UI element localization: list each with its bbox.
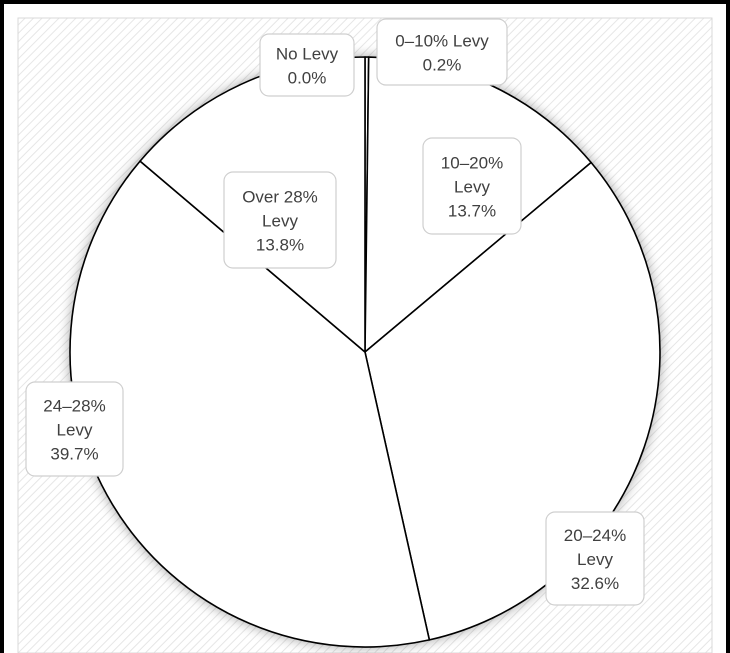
data-label-box (376, 18, 508, 86)
data-label-category: Levy (577, 550, 613, 569)
data-label-category: 20–24% (564, 526, 626, 545)
data-label-0-10-levy: 0–10% Levy 0.2% (376, 18, 508, 86)
data-label-percent: 13.8% (256, 236, 304, 255)
data-label-box (545, 511, 645, 606)
data-label-box (223, 171, 337, 269)
pie-labels: No Levy 0.0% 0–10% Levy 0.2% 10–20% Levy 13.7%… (25, 18, 645, 606)
data-label-category: Levy (454, 178, 490, 197)
data-label-percent: 13.7% (448, 202, 496, 221)
data-label-category: Levy (262, 212, 298, 231)
data-label-24-28-levy: 24–28% Levy 39.7% (25, 381, 124, 477)
slice-24-28-levy (69, 160, 431, 648)
data-label-box (422, 137, 522, 235)
data-label-percent: 39.7% (50, 445, 98, 464)
data-label-percent: 0.0% (288, 69, 327, 88)
data-label-category: No Levy (276, 45, 339, 64)
data-label-box (25, 381, 124, 477)
data-label-category: 0–10% Levy (395, 32, 489, 51)
data-label-no-levy: No Levy 0.0% (259, 33, 355, 97)
data-label-percent: 0.2% (423, 56, 462, 75)
data-label-box (259, 33, 355, 97)
data-label-20-24-levy: 20–24% Levy 32.6% (545, 511, 645, 606)
data-label-percent: 32.6% (571, 574, 619, 593)
data-label-over-28-levy: Over 28% Levy 13.8% (223, 171, 337, 269)
data-label-category: 24–28% (43, 397, 105, 416)
data-label-category: Over 28% (242, 188, 318, 207)
data-label-category: Levy (57, 421, 93, 440)
data-label-category: 10–20% (441, 154, 503, 173)
data-label-10-20-levy: 10–20% Levy 13.7% (422, 137, 522, 235)
